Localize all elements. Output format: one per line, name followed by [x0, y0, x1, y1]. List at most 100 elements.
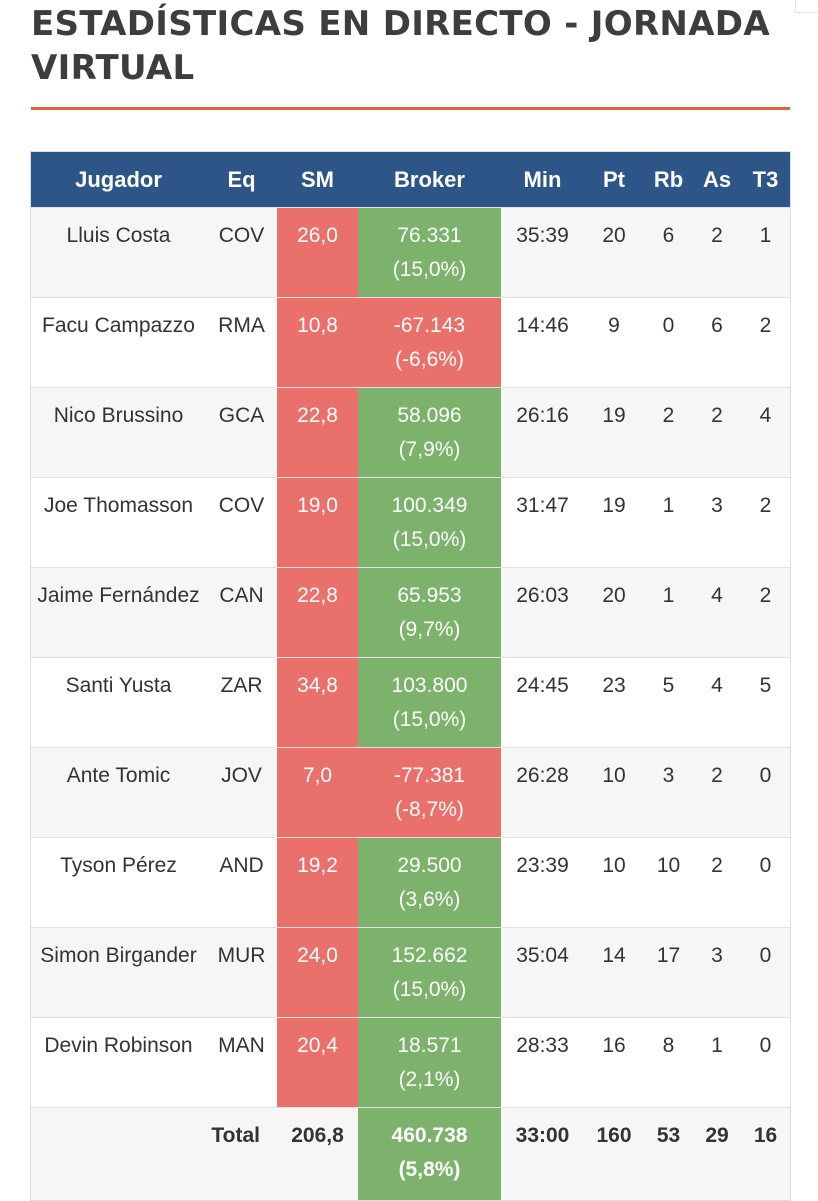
- column-header-broker[interactable]: Broker: [358, 152, 501, 208]
- rb-cell: 3: [644, 747, 693, 838]
- as-cell: 6: [693, 297, 741, 388]
- column-header-rb[interactable]: Rb: [644, 152, 693, 208]
- as-cell: 2: [693, 207, 741, 298]
- total-sm: 206,8: [277, 1107, 358, 1200]
- min-cell: 26:16: [501, 387, 584, 478]
- pt-cell: 10: [584, 837, 644, 928]
- team-cell: MAN: [206, 1017, 277, 1108]
- sm-cell: 22,8: [277, 387, 358, 478]
- t3-cell: 1: [741, 207, 790, 298]
- min-cell: 31:47: [501, 477, 584, 568]
- rb-cell: 0: [644, 297, 693, 388]
- min-cell: 26:03: [501, 567, 584, 658]
- min-cell: 24:45: [501, 657, 584, 748]
- player-cell: Santi Yusta: [31, 657, 206, 748]
- table-row: Ante Tomic JOV 7,0 -77.381 (-8,7%) 26:28 10 3 2 0: [31, 747, 790, 838]
- team-cell: COV: [206, 207, 277, 298]
- t3-cell: 0: [741, 837, 790, 928]
- title-underline: [31, 107, 790, 110]
- player-cell: Facu Campazzo: [31, 297, 206, 388]
- table-body: Lluis Costa COV 26,0 76.331 (15,0%) 35:39 20 6 2…: [31, 207, 790, 1108]
- pt-cell: 23: [584, 657, 644, 748]
- sm-cell: 34,8: [277, 657, 358, 748]
- table-row: Lluis Costa COV 26,0 76.331 (15,0%) 35:39 20 6 2…: [31, 207, 790, 298]
- t3-cell: 2: [741, 297, 790, 388]
- pt-cell: 14: [584, 927, 644, 1018]
- min-cell: 26:28: [501, 747, 584, 838]
- sm-cell: 7,0: [277, 747, 358, 838]
- team-cell: JOV: [206, 747, 277, 838]
- broker-cell: 29.500 (3,6%): [358, 837, 501, 928]
- pt-cell: 20: [584, 207, 644, 298]
- as-cell: 2: [693, 747, 741, 838]
- table-header: Jugador Eq SM Broker Min Pt Rb As T3: [31, 152, 790, 208]
- rb-cell: 8: [644, 1017, 693, 1108]
- as-cell: 4: [693, 567, 741, 658]
- column-header-as[interactable]: As: [693, 152, 741, 208]
- t3-cell: 2: [741, 477, 790, 568]
- column-header-jugador[interactable]: Jugador: [31, 152, 206, 208]
- sm-cell: 22,8: [277, 567, 358, 658]
- column-header-pt[interactable]: Pt: [584, 152, 644, 208]
- as-cell: 1: [693, 1017, 741, 1108]
- column-header-eq[interactable]: Eq: [206, 152, 277, 208]
- player-cell: Ante Tomic: [31, 747, 206, 838]
- broker-cell: 65.953 (9,7%): [358, 567, 501, 658]
- live-stats-table: Jugador Eq SM Broker Min Pt Rb As T3 Llu…: [31, 152, 790, 1200]
- team-cell: GCA: [206, 387, 277, 478]
- sm-cell: 24,0: [277, 927, 358, 1018]
- t3-cell: 5: [741, 657, 790, 748]
- column-header-sm[interactable]: SM: [277, 152, 358, 208]
- column-header-t3[interactable]: T3: [741, 152, 790, 208]
- broker-cell: 76.331 (15,0%): [358, 207, 501, 298]
- player-cell: Jaime Fernández: [31, 567, 206, 658]
- min-cell: 23:39: [501, 837, 584, 928]
- sm-cell: 20,4: [277, 1017, 358, 1108]
- total-t3: 16: [741, 1107, 790, 1200]
- min-cell: 35:39: [501, 207, 584, 298]
- table-row: Nico Brussino GCA 22,8 58.096 (7,9%) 26:16 19 2…: [31, 387, 790, 478]
- player-cell: Lluis Costa: [31, 207, 206, 298]
- team-cell: AND: [206, 837, 277, 928]
- total-rb: 53: [644, 1107, 693, 1200]
- broker-cell: 58.096 (7,9%): [358, 387, 501, 478]
- broker-cell: 152.662 (15,0%): [358, 927, 501, 1018]
- t3-cell: 0: [741, 747, 790, 838]
- total-label: Total: [31, 1107, 277, 1200]
- table-footer: Total 206,8 460.738 (5,8%) 33:00 160 53 2…: [31, 1107, 790, 1200]
- sm-cell: 19,2: [277, 837, 358, 928]
- rb-cell: 10: [644, 837, 693, 928]
- rb-cell: 1: [644, 567, 693, 658]
- team-cell: MUR: [206, 927, 277, 1018]
- t3-cell: 0: [741, 927, 790, 1018]
- column-header-min[interactable]: Min: [501, 152, 584, 208]
- broker-cell: 18.571 (2,1%): [358, 1017, 501, 1108]
- player-cell: Nico Brussino: [31, 387, 206, 478]
- pt-cell: 10: [584, 747, 644, 838]
- rb-cell: 6: [644, 207, 693, 298]
- t3-cell: 0: [741, 1017, 790, 1108]
- table-row: Devin Robinson MAN 20,4 18.571 (2,1%) 28:33 16…: [31, 1017, 790, 1108]
- team-cell: RMA: [206, 297, 277, 388]
- table-row: Joe Thomasson COV 19,0 100.349 (15,0%) 31:47 1…: [31, 477, 790, 568]
- top-edge-fragment: [795, 0, 818, 13]
- total-min: 33:00: [501, 1107, 584, 1200]
- pt-cell: 9: [584, 297, 644, 388]
- as-cell: 4: [693, 657, 741, 748]
- as-cell: 3: [693, 477, 741, 568]
- broker-cell: 100.349 (15,0%): [358, 477, 501, 568]
- stats-table-container: Jugador Eq SM Broker Min Pt Rb As T3 Llu…: [30, 151, 791, 1201]
- total-row: Total 206,8 460.738 (5,8%) 33:00 160 53 2…: [31, 1107, 790, 1200]
- table-row: Santi Yusta ZAR 34,8 103.800 (15,0%) 24:45 23 5…: [31, 657, 790, 748]
- team-cell: COV: [206, 477, 277, 568]
- broker-cell: 103.800 (15,0%): [358, 657, 501, 748]
- table-row: Jaime Fernández CAN 22,8 65.953 (9,7%) 26:03 2…: [31, 567, 790, 658]
- pt-cell: 19: [584, 387, 644, 478]
- sm-cell: 26,0: [277, 207, 358, 298]
- t3-cell: 2: [741, 567, 790, 658]
- broker-cell: -67.143 (-6,6%): [358, 297, 501, 388]
- page-title: ESTADÍSTICAS EN DIRECTO - JORNADA VIRTUA…: [31, 4, 770, 88]
- total-broker: 460.738 (5,8%): [358, 1107, 501, 1200]
- player-cell: Devin Robinson: [31, 1017, 206, 1108]
- table-row: Tyson Pérez AND 19,2 29.500 (3,6%) 23:39 10 10 2…: [31, 837, 790, 928]
